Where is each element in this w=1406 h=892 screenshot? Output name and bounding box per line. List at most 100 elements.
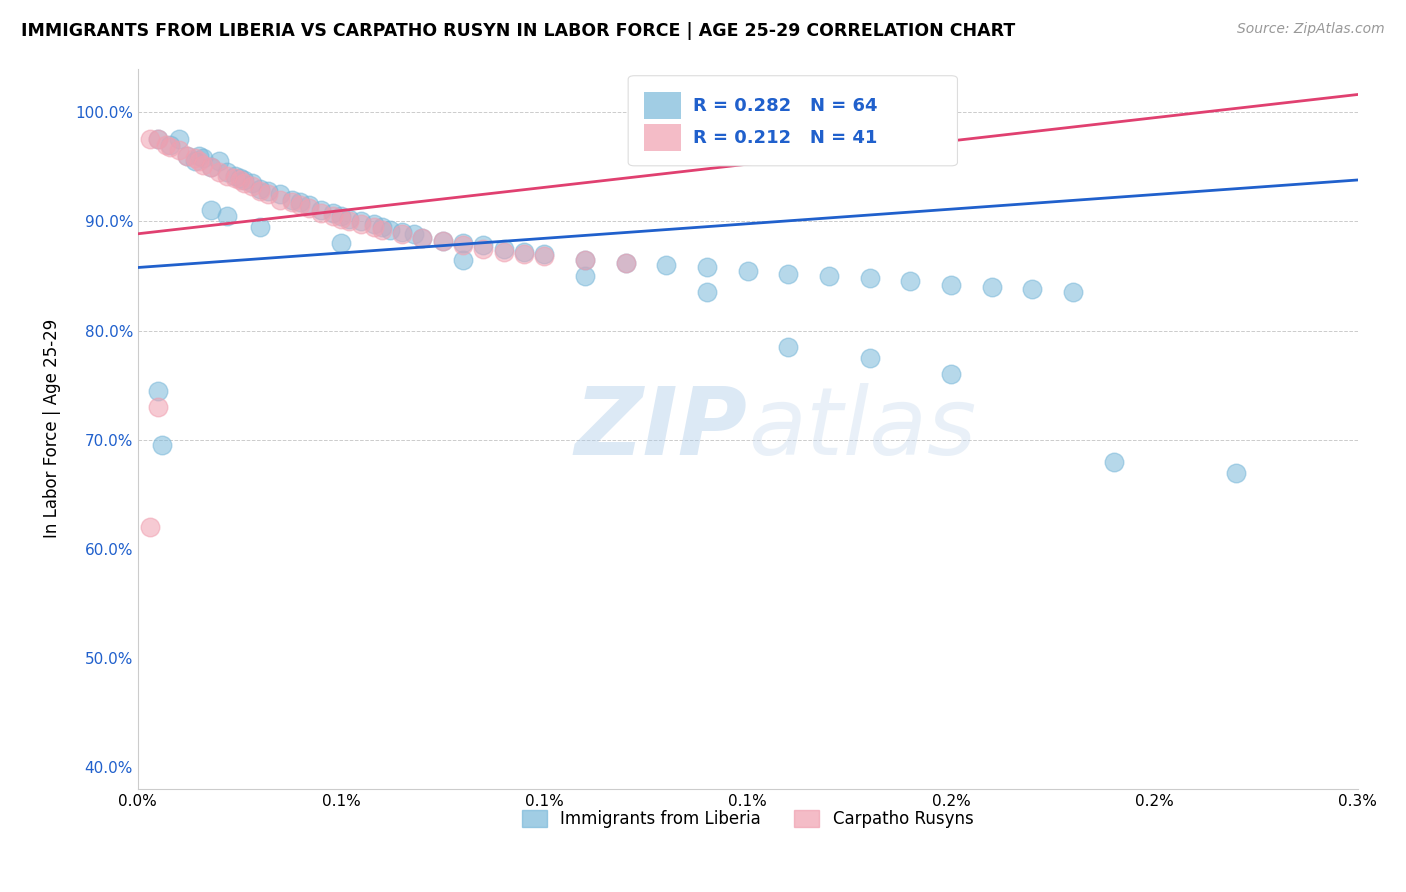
Point — [148, 400, 170, 414]
Point — [451, 252, 474, 267]
Point — [378, 223, 401, 237]
Point — [191, 158, 214, 172]
Point — [574, 252, 596, 267]
Point — [208, 165, 231, 179]
Point — [492, 242, 515, 256]
Point — [859, 271, 882, 285]
Point — [232, 173, 254, 187]
Point — [574, 268, 596, 283]
Point — [290, 198, 312, 212]
Point — [614, 256, 637, 270]
Point — [187, 154, 209, 169]
Point — [655, 258, 678, 272]
Point — [1021, 282, 1043, 296]
Point — [148, 132, 170, 146]
Y-axis label: In Labor Force | Age 25-29: In Labor Force | Age 25-29 — [44, 319, 60, 539]
Point — [228, 170, 250, 185]
Point — [309, 203, 332, 218]
Point — [330, 236, 353, 251]
Point — [371, 219, 394, 234]
Point — [737, 263, 759, 277]
Point — [281, 194, 304, 209]
Point — [363, 217, 385, 231]
Point — [1225, 466, 1247, 480]
Point — [859, 351, 882, 365]
Text: ZIP: ZIP — [575, 383, 748, 475]
Point — [148, 132, 170, 146]
Point — [167, 144, 190, 158]
Point — [432, 234, 454, 248]
Point — [249, 219, 271, 234]
Point — [337, 214, 360, 228]
Point — [391, 225, 413, 239]
Point — [184, 154, 207, 169]
Point — [330, 212, 353, 227]
Point — [249, 184, 271, 198]
Point — [898, 275, 921, 289]
Point — [249, 181, 271, 195]
Point — [228, 173, 250, 187]
Point — [696, 260, 718, 275]
Point — [411, 231, 433, 245]
Point — [269, 193, 291, 207]
Bar — [644, 92, 681, 119]
Point — [191, 151, 214, 165]
Point — [150, 438, 173, 452]
Point — [281, 193, 304, 207]
Point — [337, 212, 360, 227]
Point — [322, 205, 344, 219]
Point — [217, 169, 239, 183]
Text: R = 0.212   N = 41: R = 0.212 N = 41 — [693, 129, 877, 147]
Point — [298, 198, 321, 212]
Point — [187, 149, 209, 163]
Point — [257, 184, 280, 198]
Point — [298, 202, 321, 216]
Point — [404, 227, 426, 242]
Point — [939, 277, 962, 292]
Point — [350, 214, 373, 228]
Point — [200, 160, 222, 174]
Text: Source: ZipAtlas.com: Source: ZipAtlas.com — [1237, 22, 1385, 37]
Point — [217, 209, 239, 223]
Bar — [644, 124, 681, 152]
Point — [208, 154, 231, 169]
Point — [167, 132, 190, 146]
Point — [232, 176, 254, 190]
Point — [1102, 455, 1125, 469]
FancyBboxPatch shape — [628, 76, 957, 166]
Point — [148, 384, 170, 398]
Point — [411, 231, 433, 245]
Point — [472, 242, 495, 256]
Point — [778, 267, 800, 281]
Point — [574, 252, 596, 267]
Point — [322, 209, 344, 223]
Point — [432, 234, 454, 248]
Point — [224, 170, 246, 185]
Point — [451, 238, 474, 252]
Text: atlas: atlas — [748, 384, 976, 475]
Point — [533, 249, 555, 263]
Point — [391, 227, 413, 242]
Point — [371, 223, 394, 237]
Point — [696, 285, 718, 300]
Point — [200, 160, 222, 174]
Point — [472, 238, 495, 252]
Point — [939, 368, 962, 382]
Point — [492, 244, 515, 259]
Point — [614, 256, 637, 270]
Text: R = 0.282   N = 64: R = 0.282 N = 64 — [693, 97, 877, 115]
Point — [176, 149, 198, 163]
Point — [139, 132, 162, 146]
Point — [257, 187, 280, 202]
Point — [350, 217, 373, 231]
Point — [240, 176, 263, 190]
Point — [363, 219, 385, 234]
Point — [330, 209, 353, 223]
Text: IMMIGRANTS FROM LIBERIA VS CARPATHO RUSYN IN LABOR FORCE | AGE 25-29 CORRELATION: IMMIGRANTS FROM LIBERIA VS CARPATHO RUSY… — [21, 22, 1015, 40]
Point — [290, 194, 312, 209]
Point — [513, 247, 536, 261]
Point — [184, 151, 207, 165]
Point — [778, 340, 800, 354]
Point — [200, 203, 222, 218]
Point — [451, 236, 474, 251]
